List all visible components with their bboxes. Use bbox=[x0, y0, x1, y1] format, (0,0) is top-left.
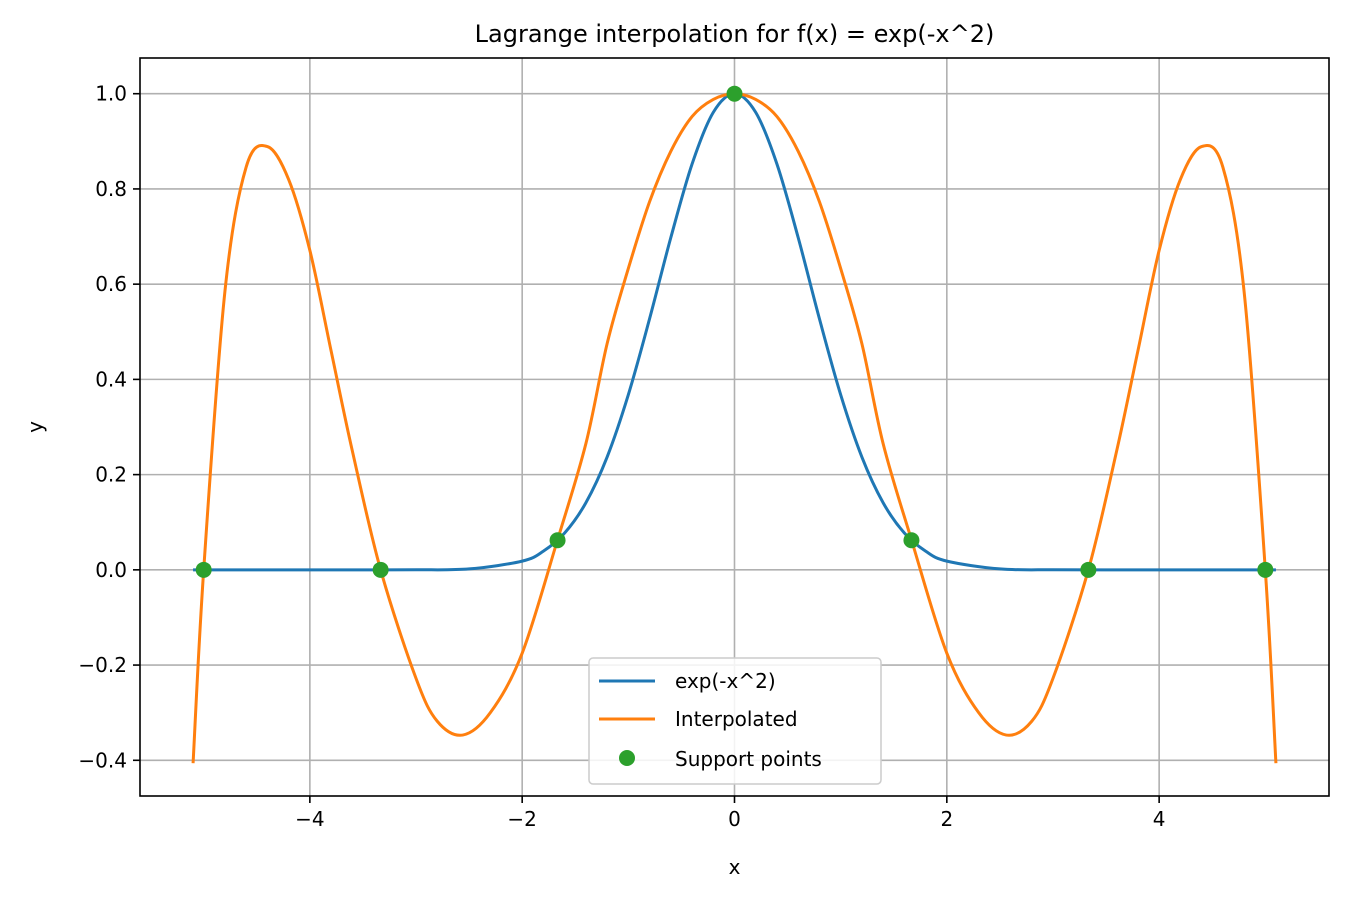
y-axis-label: y bbox=[23, 421, 47, 433]
legend-label-support: Support points bbox=[675, 747, 822, 771]
series-layer bbox=[191, 85, 1278, 764]
y-tick-label: 0.2 bbox=[95, 463, 127, 487]
support-point bbox=[1257, 561, 1274, 578]
support-point bbox=[195, 561, 212, 578]
y-tick-label: 0.8 bbox=[95, 177, 127, 201]
support-point bbox=[726, 85, 743, 102]
y-tick-label: 0.6 bbox=[95, 272, 127, 296]
support-point bbox=[372, 561, 389, 578]
y-tick-label: 0.4 bbox=[95, 367, 127, 391]
y-axis: −0.4 −0.2 0.0 0.2 0.4 0.6 0.8 1.0 bbox=[78, 82, 140, 772]
y-tick-label: 1.0 bbox=[95, 82, 127, 106]
y-tick-label: −0.4 bbox=[78, 748, 127, 772]
y-tick-label: −0.2 bbox=[78, 653, 127, 677]
x-tick-label: 0 bbox=[728, 807, 741, 831]
legend: exp(-x^2) Interpolated Support points bbox=[588, 657, 882, 785]
legend-label-interpolated: Interpolated bbox=[675, 707, 798, 731]
x-tick-label: −4 bbox=[295, 807, 324, 831]
support-point bbox=[549, 532, 566, 549]
x-tick-label: −2 bbox=[507, 807, 536, 831]
legend-marker-support bbox=[619, 750, 635, 766]
support-point bbox=[903, 532, 920, 549]
legend-label-exp: exp(-x^2) bbox=[675, 669, 776, 693]
x-axis: −4 −2 0 2 4 bbox=[295, 796, 1166, 831]
x-axis-label: x bbox=[729, 855, 741, 879]
support-point bbox=[1080, 561, 1097, 578]
chart-title: Lagrange interpolation for f(x) = exp(-x… bbox=[475, 20, 995, 48]
legend-box bbox=[588, 657, 882, 785]
x-tick-label: 4 bbox=[1153, 807, 1166, 831]
x-tick-label: 2 bbox=[940, 807, 953, 831]
y-tick-label: 0.0 bbox=[95, 558, 127, 582]
